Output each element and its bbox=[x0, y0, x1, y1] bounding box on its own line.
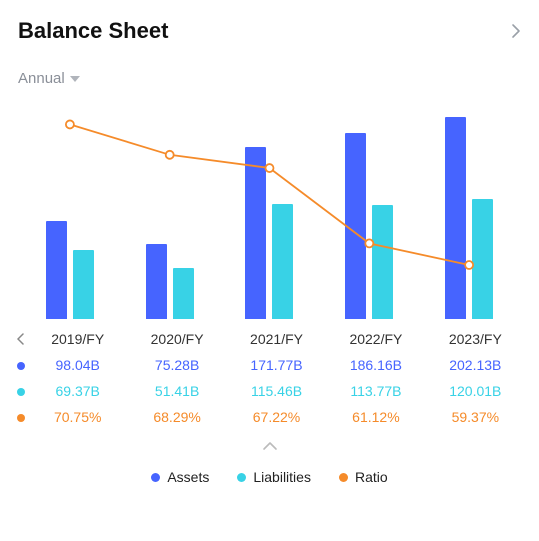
legend-item[interactable]: Ratio bbox=[339, 469, 388, 485]
liabilities-row: 69.37B51.41B115.46B113.77B120.01B bbox=[14, 383, 525, 399]
x-axis-labels: 2019/FY2020/FY2021/FY2022/FY2023/FY bbox=[14, 331, 525, 347]
liabilities-bar bbox=[173, 268, 194, 319]
chart-column bbox=[319, 133, 419, 319]
x-axis-label: 2020/FY bbox=[127, 331, 226, 347]
assets-row: 98.04B75.28B171.77B186.16B202.13B bbox=[14, 357, 525, 373]
data-cell: 59.37% bbox=[426, 409, 525, 425]
liabilities-bar bbox=[272, 204, 293, 319]
data-cell: 68.29% bbox=[127, 409, 226, 425]
dot-icon bbox=[17, 388, 25, 396]
x-axis-label: 2021/FY bbox=[227, 331, 326, 347]
data-cell: 186.16B bbox=[326, 357, 425, 373]
legend-label: Assets bbox=[167, 469, 209, 485]
data-cell: 75.28B bbox=[127, 357, 226, 373]
chart-column bbox=[419, 117, 519, 319]
x-axis-label: 2023/FY bbox=[426, 331, 525, 347]
data-cell: 113.77B bbox=[326, 383, 425, 399]
data-cell: 120.01B bbox=[426, 383, 525, 399]
data-cell: 51.41B bbox=[127, 383, 226, 399]
ratio-row: 70.75%68.29%67.22%61.12%59.37% bbox=[14, 409, 525, 425]
period-label: Annual bbox=[18, 70, 65, 87]
scroll-left-icon[interactable] bbox=[14, 333, 28, 345]
page-title: Balance Sheet bbox=[18, 18, 168, 44]
balance-sheet-chart bbox=[20, 109, 519, 319]
x-axis-label: 2022/FY bbox=[326, 331, 425, 347]
legend-label: Liabilities bbox=[253, 469, 311, 485]
chart-column bbox=[120, 244, 220, 319]
caret-down-icon bbox=[70, 76, 80, 82]
period-selector[interactable]: Annual bbox=[14, 70, 525, 87]
liabilities-bar bbox=[73, 250, 94, 319]
assets-bar bbox=[445, 117, 466, 319]
data-cell: 61.12% bbox=[326, 409, 425, 425]
legend-dot-icon bbox=[151, 473, 160, 482]
data-cell: 98.04B bbox=[28, 357, 127, 373]
assets-bar bbox=[345, 133, 366, 319]
dot-icon bbox=[17, 362, 25, 370]
chart-column bbox=[220, 147, 320, 319]
assets-bar bbox=[146, 244, 167, 319]
dot-icon bbox=[17, 414, 25, 422]
assets-bar bbox=[46, 221, 67, 319]
legend-dot-icon bbox=[339, 473, 348, 482]
data-cell: 69.37B bbox=[28, 383, 127, 399]
liabilities-bar bbox=[372, 205, 393, 319]
assets-bar bbox=[245, 147, 266, 319]
data-cell: 171.77B bbox=[227, 357, 326, 373]
legend-item[interactable]: Liabilities bbox=[237, 469, 311, 485]
chart-legend: Assets Liabilities Ratio bbox=[14, 469, 525, 485]
data-cell: 67.22% bbox=[227, 409, 326, 425]
chevron-right-icon[interactable] bbox=[511, 23, 521, 39]
chart-column bbox=[20, 221, 120, 319]
collapse-icon[interactable] bbox=[14, 441, 525, 451]
legend-dot-icon bbox=[237, 473, 246, 482]
liabilities-bar bbox=[472, 199, 493, 319]
data-cell: 202.13B bbox=[426, 357, 525, 373]
legend-item[interactable]: Assets bbox=[151, 469, 209, 485]
data-cell: 70.75% bbox=[28, 409, 127, 425]
legend-label: Ratio bbox=[355, 469, 388, 485]
x-axis-label: 2019/FY bbox=[28, 331, 127, 347]
data-cell: 115.46B bbox=[227, 383, 326, 399]
